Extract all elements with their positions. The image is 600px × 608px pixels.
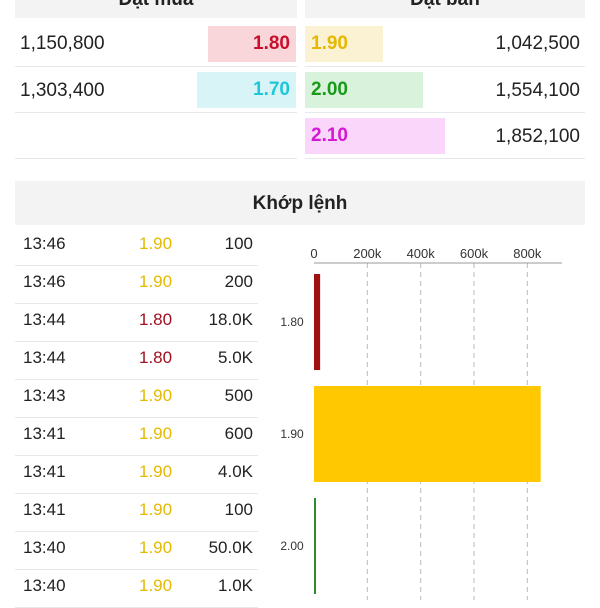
- trade-price: 1.90: [139, 234, 173, 253]
- trade-time: 13:41: [23, 424, 66, 443]
- trade-price: 1.90: [139, 386, 173, 405]
- trade-row: 13:46 1.90 200: [15, 266, 258, 304]
- trade-volume: 18.0K: [208, 310, 253, 329]
- trade-time: 13:43: [23, 386, 66, 405]
- x-tick-label: 800k: [513, 246, 542, 261]
- ask-price[interactable]: 2.10: [305, 118, 445, 154]
- ask-header: Đặt bán: [305, 0, 585, 18]
- trade-volume: 100: [224, 234, 253, 253]
- row-divider: [305, 158, 585, 159]
- trade-price: 1.90: [139, 272, 173, 291]
- trade-row: 13:44 1.80 18.0K: [15, 304, 258, 342]
- x-tick-label: 200k: [353, 246, 382, 261]
- trade-price: 1.90: [139, 500, 173, 519]
- trade-price: 1.90: [139, 576, 173, 595]
- ask-price[interactable]: 1.90: [305, 26, 383, 62]
- row-divider: [15, 531, 258, 532]
- trade-volume: 600: [224, 424, 253, 443]
- trade-price: 1.80: [139, 310, 173, 329]
- category-label: 2.00: [280, 539, 304, 553]
- row-divider: [15, 379, 258, 380]
- x-tick-label: 600k: [460, 246, 489, 261]
- ask-volume: 1,554,100: [495, 80, 580, 101]
- bid-header-label: Đặt mua: [15, 0, 297, 11]
- category-label: 1.80: [280, 315, 304, 329]
- row-divider: [15, 265, 258, 266]
- trade-row: 13:40 1.90 50.0K: [15, 532, 258, 570]
- trade-price: 1.90: [139, 424, 173, 443]
- row-divider: [15, 158, 297, 159]
- trade-time: 13:40: [23, 576, 66, 595]
- trade-time: 13:44: [23, 348, 66, 367]
- trade-volume: 4.0K: [218, 462, 253, 481]
- row-divider: [15, 417, 258, 418]
- row-divider: [15, 341, 258, 342]
- trade-volume: 50.0K: [208, 538, 253, 557]
- bar-1.80: [314, 274, 321, 370]
- trade-row: 13:44 1.80 5.0K: [15, 342, 258, 380]
- row-divider: [15, 303, 258, 304]
- ask-volume: 1,042,500: [495, 33, 580, 54]
- trade-row: 13:46 1.90 100: [15, 228, 258, 266]
- row-divider: [15, 112, 297, 113]
- row-divider: [305, 112, 585, 113]
- trade-time: 13:41: [23, 500, 66, 519]
- row-divider: [15, 455, 258, 456]
- trade-time: 13:40: [23, 538, 66, 557]
- trade-volume: 200: [224, 272, 253, 291]
- x-tick-label: 400k: [407, 246, 436, 261]
- ask-volume: 1,852,100: [495, 126, 580, 147]
- trade-time: 13:44: [23, 310, 66, 329]
- ask-price[interactable]: 2.00: [305, 72, 423, 108]
- match-title: Khớp lệnh: [252, 193, 348, 214]
- trade-volume: 5.0K: [218, 348, 253, 367]
- trade-row: 13:43 1.90 500: [15, 380, 258, 418]
- trade-price: 1.80: [139, 348, 173, 367]
- trade-time: 13:41: [23, 462, 66, 481]
- row-divider: [15, 569, 258, 570]
- bid-header: Đặt mua: [15, 0, 297, 18]
- trade-volume: 100: [224, 500, 253, 519]
- bid-volume: 1,303,400: [20, 80, 105, 101]
- trade-price: 1.90: [139, 538, 173, 557]
- trade-time: 13:46: [23, 234, 66, 253]
- trade-row: 13:41 1.90 100: [15, 494, 258, 532]
- trade-price: 1.90: [139, 462, 173, 481]
- trade-row: 13:41 1.90 4.0K: [15, 456, 258, 494]
- ask-header-label: Đặt bán: [305, 0, 585, 11]
- trade-time: 13:46: [23, 272, 66, 291]
- bar-2.00: [314, 498, 316, 594]
- x-tick-label: 0: [310, 246, 317, 261]
- trade-row: 13:40 1.90 1.0K: [15, 570, 258, 608]
- bid-price[interactable]: 1.70: [197, 72, 296, 108]
- row-divider: [15, 66, 297, 67]
- row-divider: [305, 66, 585, 67]
- row-divider: [15, 493, 258, 494]
- bid-volume: 1,150,800: [20, 33, 105, 54]
- trade-volume: 500: [224, 386, 253, 405]
- bid-price[interactable]: 1.80: [208, 26, 296, 62]
- trade-volume: 1.0K: [218, 576, 253, 595]
- price-volume-chart: 0 200k 400k 600k 800k 1.80 1.90 2.00: [280, 246, 562, 600]
- bar-1.90: [314, 386, 541, 482]
- category-label: 1.90: [280, 427, 304, 441]
- trade-row: 13:41 1.90 600: [15, 418, 258, 456]
- match-header: Khớp lệnh: [15, 181, 585, 225]
